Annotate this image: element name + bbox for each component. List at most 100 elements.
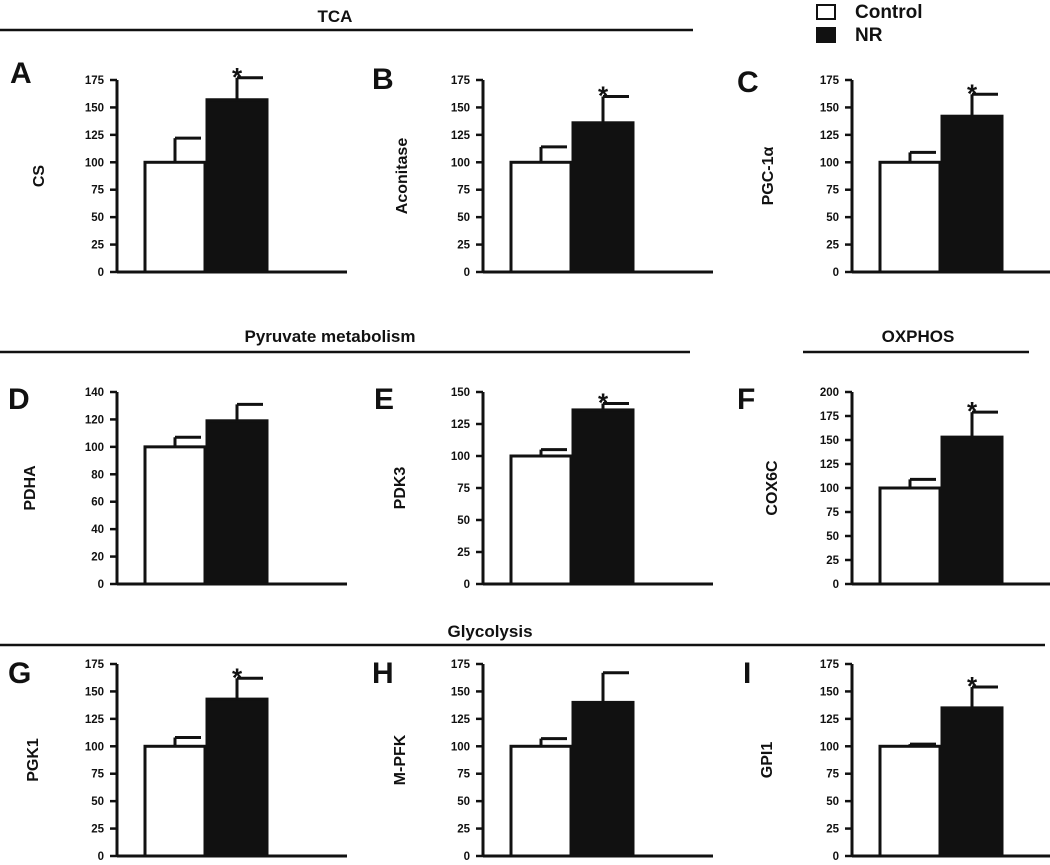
y-tick-label-e: 0 — [464, 579, 470, 591]
y-tick-label-b: 175 — [451, 75, 471, 87]
panel-letter-d: D — [8, 383, 30, 416]
y-axis-label-i: GPI1 — [759, 742, 776, 779]
y-tick-label-f: 200 — [820, 387, 839, 399]
y-tick-label-a: 100 — [85, 157, 104, 169]
bar-i-control — [878, 744, 942, 858]
y-tick-label-c: 50 — [826, 212, 839, 224]
panel-letter-e: E — [374, 383, 394, 416]
y-tick-label-d: 0 — [98, 579, 104, 591]
y-tick-label-f: 0 — [833, 579, 839, 591]
legend-swatch-nr — [816, 27, 836, 43]
y-tick-label-g: 0 — [98, 851, 104, 863]
y-tick-label-f: 125 — [820, 459, 840, 471]
y-tick-label-h: 150 — [451, 686, 470, 698]
bar-f-nr — [940, 435, 1004, 586]
y-tick-label-d: 60 — [91, 497, 104, 509]
bar-c-nr — [940, 114, 1004, 274]
panel-g: G PGK1 0 25 50 75 100 125 150 175 * — [8, 657, 347, 863]
y-tick-label-a: 75 — [91, 185, 104, 197]
y-tick-label-c: 0 — [833, 267, 839, 279]
y-tick-label-c: 175 — [820, 75, 840, 87]
y-tick-label-b: 0 — [464, 267, 470, 279]
panel-letter-f: F — [737, 383, 755, 416]
y-tick-label-d: 40 — [91, 524, 104, 536]
y-tick-label-d: 100 — [85, 442, 104, 454]
y-axis-label-b: Aconitase — [394, 138, 411, 215]
significance-star-f: * — [967, 396, 978, 426]
y-tick-label-i: 150 — [820, 686, 839, 698]
bar-f-control — [878, 486, 942, 586]
panel-i: I GPI1 0 25 50 75 100 125 150 175 * — [743, 657, 1050, 863]
y-tick-label-e: 150 — [451, 387, 470, 399]
y-tick-label-a: 125 — [85, 130, 105, 142]
y-tick-label-g: 125 — [85, 714, 105, 726]
legend-label-control: Control — [855, 2, 923, 23]
y-tick-label-e: 125 — [451, 419, 471, 431]
bar-a-nr — [205, 98, 269, 274]
panel-h: H M-PFK 0 25 50 75 100 125 150 175 — [372, 657, 713, 863]
significance-star-e: * — [598, 388, 609, 418]
section-title-glycolysis: Glycolysis — [447, 622, 532, 641]
bar-b-control — [509, 160, 573, 274]
y-axis-label-e: PDK3 — [392, 467, 409, 510]
y-tick-label-f: 150 — [820, 435, 839, 447]
y-tick-label-h: 50 — [457, 796, 470, 808]
y-tick-label-f: 175 — [820, 411, 840, 423]
bar-h-nr — [571, 700, 635, 858]
y-tick-label-d: 140 — [85, 387, 104, 399]
panel-e: E PDK3 0 25 50 75 100 125 150 * — [374, 383, 713, 591]
y-axis-label-h: M-PFK — [392, 734, 409, 785]
y-tick-label-i: 125 — [820, 714, 840, 726]
y-tick-label-f: 75 — [826, 507, 839, 519]
y-tick-label-f: 100 — [820, 483, 839, 495]
y-tick-label-a: 50 — [91, 212, 104, 224]
legend-item-nr: NR — [816, 25, 883, 46]
y-tick-label-g: 25 — [91, 824, 104, 836]
y-tick-label-f: 25 — [826, 555, 839, 567]
y-tick-label-d: 20 — [91, 552, 104, 564]
legend-swatch-control — [816, 4, 836, 20]
y-axis-label-a: CS — [31, 165, 48, 188]
bar-e-nr — [571, 408, 635, 586]
bar-d-nr — [205, 419, 269, 586]
y-tick-label-a: 175 — [85, 75, 105, 87]
y-tick-label-b: 150 — [451, 102, 470, 114]
bar-a-control — [143, 160, 207, 274]
y-tick-label-h: 75 — [457, 769, 470, 781]
panel-letter-i: I — [743, 657, 751, 690]
significance-star-i: * — [967, 671, 978, 701]
panel-letter-a: A — [10, 57, 32, 90]
y-tick-label-c: 150 — [820, 102, 839, 114]
y-tick-label-h: 25 — [457, 824, 470, 836]
legend-item-control: Control — [816, 2, 923, 23]
panel-b: B Aconitase 0 25 50 75 100 125 150 175 * — [372, 63, 713, 279]
y-tick-label-b: 50 — [457, 212, 470, 224]
y-tick-label-e: 50 — [457, 515, 470, 527]
panel-letter-h: H — [372, 657, 394, 690]
y-axis-label-f: COX6C — [764, 460, 781, 516]
y-tick-label-d: 120 — [85, 414, 104, 426]
panel-a: A CS 0 25 50 75 100 125 150 175 * — [10, 57, 347, 279]
y-axis-label-d: PDHA — [22, 465, 39, 511]
bar-i-nr — [940, 706, 1004, 858]
y-axis-label-c: PGC-1α — [760, 146, 777, 205]
y-tick-label-a: 0 — [98, 267, 104, 279]
panel-letter-c: C — [737, 66, 759, 99]
y-tick-label-e: 100 — [451, 451, 470, 463]
y-tick-label-b: 25 — [457, 240, 470, 252]
y-tick-label-e: 25 — [457, 547, 470, 559]
y-tick-label-i: 175 — [820, 659, 840, 671]
bar-c-control — [878, 160, 942, 274]
significance-star-c: * — [967, 78, 978, 108]
y-tick-label-c: 25 — [826, 240, 839, 252]
y-tick-label-b: 100 — [451, 157, 470, 169]
y-tick-label-c: 125 — [820, 130, 840, 142]
section-title-tca: TCA — [318, 7, 353, 26]
y-tick-label-g: 100 — [85, 741, 104, 753]
panel-letter-b: B — [372, 63, 394, 96]
y-tick-label-f: 50 — [826, 531, 839, 543]
y-tick-label-i: 50 — [826, 796, 839, 808]
y-tick-label-g: 175 — [85, 659, 105, 671]
bar-e-control — [509, 454, 573, 586]
